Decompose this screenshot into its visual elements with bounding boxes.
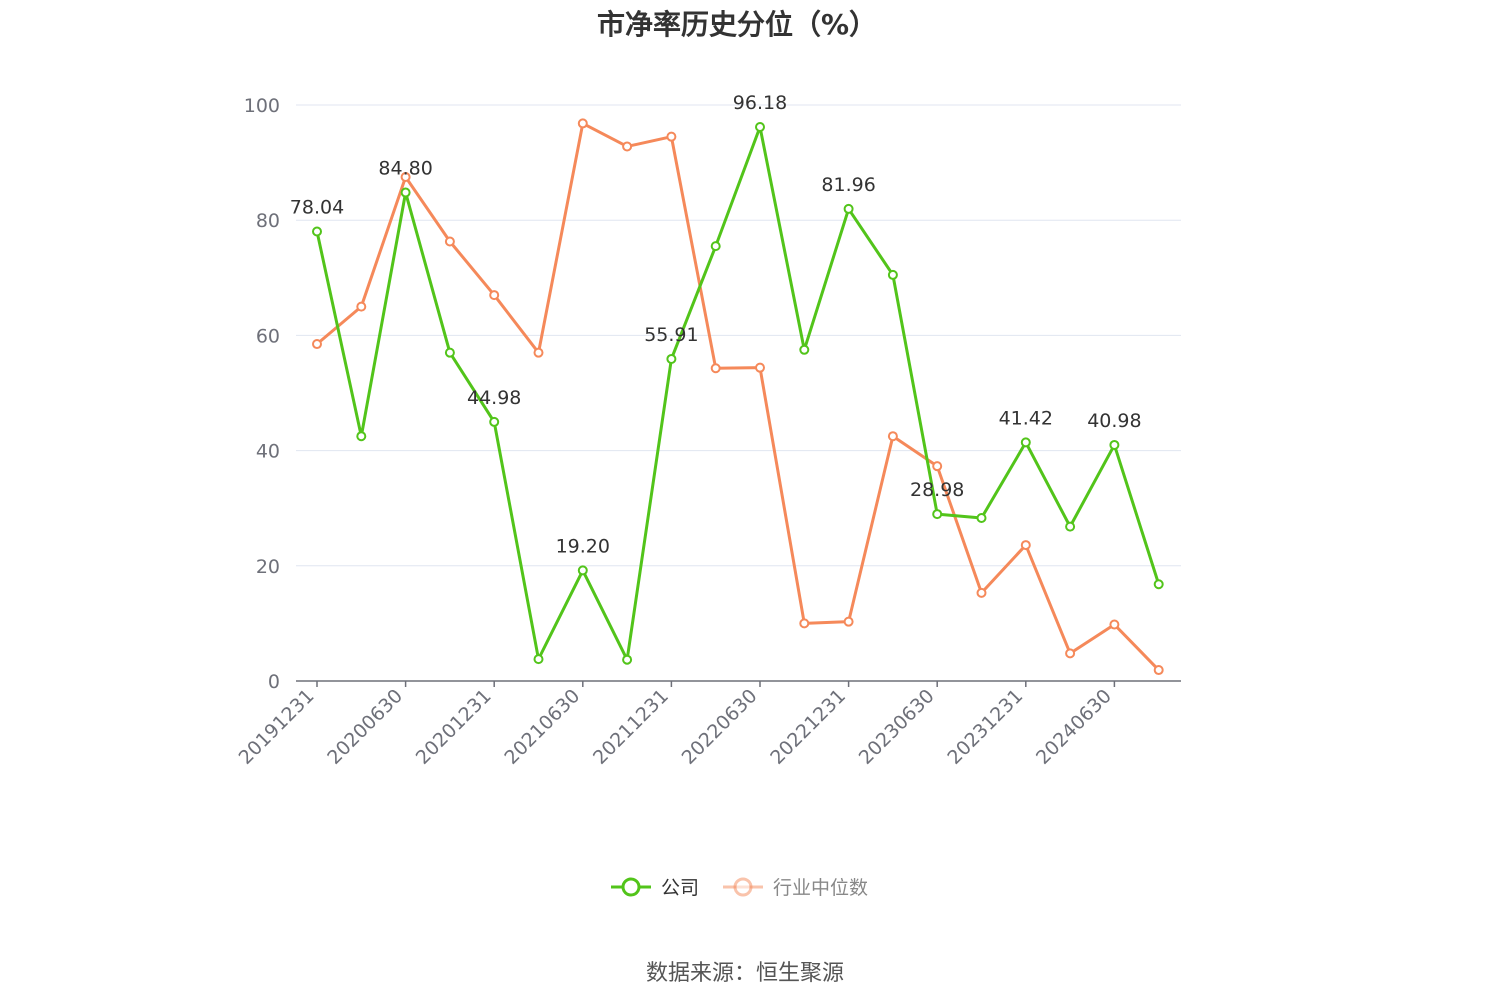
data-point [755, 122, 765, 133]
data-point [755, 362, 765, 373]
data-point [1109, 619, 1120, 630]
data-point [356, 301, 367, 312]
data-point [1020, 437, 1031, 448]
y-tick-label: 20 [256, 556, 280, 578]
source-text: 数据来源：恒生聚源 [646, 961, 844, 986]
x-tick-label: 20230630 [855, 685, 939, 769]
data-label: 40.98 [1087, 410, 1141, 432]
legend-item-1[interactable]: 行业中位数 [723, 877, 868, 899]
x-tick-label: 20191231 [235, 685, 319, 769]
data-point [932, 461, 943, 472]
x-tick-label: 20201231 [412, 685, 496, 769]
data-label: 19.20 [556, 535, 610, 557]
data-label: 78.04 [290, 196, 344, 218]
legend: 公司 行业中位数 [611, 877, 868, 899]
x-tick-label: 20210630 [500, 685, 584, 769]
data-point [312, 226, 322, 237]
legend-marker [621, 877, 641, 897]
series-line-1 [316, 121, 1160, 672]
x-tick-label: 20221231 [766, 685, 850, 769]
data-point [400, 172, 411, 182]
data-point [976, 587, 987, 598]
data-point [843, 203, 854, 214]
data-point [976, 512, 987, 523]
data-point [444, 236, 455, 247]
x-tick-label: 20231231 [943, 685, 1027, 769]
x-tick-label: 20220630 [678, 685, 762, 769]
x-tick-label: 20200630 [323, 685, 407, 769]
data-point [1065, 648, 1076, 659]
data-point [622, 654, 633, 665]
series-lines [312, 118, 1164, 676]
legend-marker [733, 877, 753, 897]
data-label: 44.98 [467, 387, 521, 409]
chart-title: 市净率历史分位（%） [597, 8, 877, 41]
x-tick-label: 20211231 [589, 685, 673, 769]
data-point [622, 141, 633, 152]
data-point [533, 654, 544, 665]
legend-label: 行业中位数 [773, 877, 868, 899]
data-point [489, 416, 500, 427]
data-label: 81.96 [821, 174, 875, 196]
y-tick-label: 80 [256, 210, 280, 232]
data-point [489, 290, 500, 301]
data-point [1153, 665, 1164, 676]
data-point [799, 618, 810, 629]
data-point [1065, 521, 1076, 532]
data-point [710, 363, 721, 374]
data-point [1153, 579, 1164, 590]
data-point [932, 509, 943, 520]
data-labels: 78.04 84.80 44.98 19.20 55.91 96.18 81.96 28.98… [290, 92, 1142, 557]
data-point [710, 241, 721, 252]
data-point [887, 269, 898, 280]
data-point [400, 187, 411, 198]
data-point [444, 347, 455, 358]
data-label: 28.98 [910, 479, 964, 501]
y-tick-label: 0 [268, 671, 280, 693]
data-point [1109, 439, 1120, 450]
legend-label: 公司 [661, 877, 699, 899]
data-point [577, 565, 588, 576]
data-label: 55.91 [644, 324, 698, 346]
y-tick-label: 40 [256, 441, 280, 463]
data-point [666, 131, 677, 142]
x-tick-label: 20240630 [1032, 685, 1116, 769]
data-point [1020, 540, 1031, 551]
data-point [799, 344, 810, 355]
legend-item-0[interactable]: 公司 [611, 877, 699, 899]
data-point [577, 118, 588, 129]
y-tick-label: 100 [244, 95, 280, 117]
y-tick-label: 60 [256, 325, 280, 347]
data-point [356, 431, 367, 442]
data-label: 84.80 [378, 158, 432, 180]
data-label: 96.18 [733, 92, 787, 114]
data-point [312, 339, 322, 350]
data-point [843, 616, 854, 627]
data-label: 41.42 [999, 407, 1053, 429]
data-point [533, 347, 544, 358]
series-line-0 [315, 125, 1161, 662]
data-point [666, 353, 677, 364]
data-point [887, 431, 898, 442]
